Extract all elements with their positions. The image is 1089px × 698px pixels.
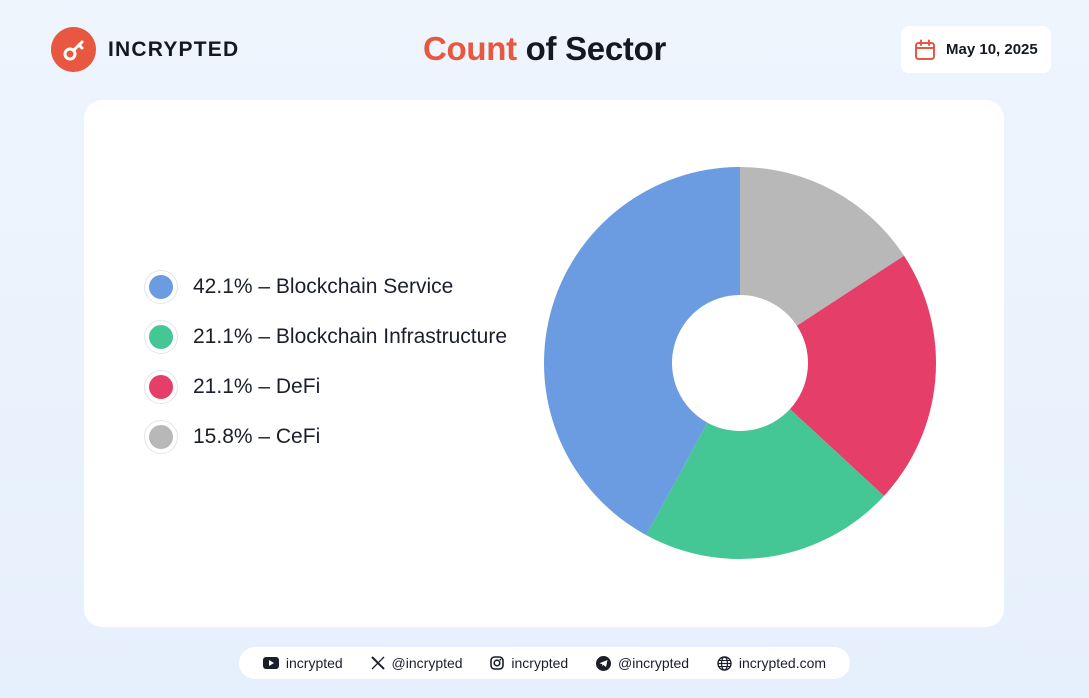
brand[interactable]: INCRYPTED	[51, 27, 239, 72]
title-rest: of Sector	[516, 30, 667, 67]
social-youtube[interactable]: incrypted	[262, 655, 343, 671]
brand-name: INCRYPTED	[108, 37, 240, 61]
social-label: incrypted	[511, 655, 569, 671]
legend-item: 21.1% – DeFi	[144, 370, 507, 404]
donut-slice-blockchain-service	[544, 167, 740, 536]
donut-slice-defi	[789, 255, 936, 496]
legend-item: 21.1% – Blockchain Infrastructure	[144, 320, 507, 354]
legend: 42.1% – Blockchain Service 21.1% – Block…	[144, 270, 507, 470]
legend-swatch	[144, 420, 178, 454]
legend-label: 21.1% – Blockchain Infrastructure	[193, 325, 507, 348]
x-icon	[370, 656, 385, 670]
telegram-icon	[596, 655, 612, 671]
social-label: incrypted	[285, 655, 343, 671]
key-logo-icon	[51, 27, 96, 72]
legend-label: 21.1% – DeFi	[193, 375, 321, 398]
page-title: Count of Sector	[0, 30, 1089, 68]
legend-swatch	[144, 320, 178, 354]
globe-icon	[717, 655, 732, 671]
instagram-icon	[490, 656, 505, 670]
social-website[interactable]: incrypted.com	[717, 655, 826, 671]
social-label: incrypted.com	[738, 655, 827, 671]
social-telegram[interactable]: @incrypted	[596, 655, 689, 671]
date-text: May 10, 2025	[946, 41, 1038, 58]
legend-item: 42.1% – Blockchain Service	[144, 270, 507, 304]
youtube-icon	[262, 657, 279, 669]
date-badge: May 10, 2025	[901, 26, 1051, 73]
social-label: @incrypted	[391, 655, 463, 671]
calendar-icon	[914, 39, 936, 61]
social-footer: incrypted @incrypted incrypted @incrypte…	[239, 647, 850, 679]
legend-label: 42.1% – Blockchain Service	[193, 275, 454, 298]
donut-slice-cefi	[740, 167, 905, 326]
title-accent: Count	[423, 30, 517, 67]
chart-card: 42.1% – Blockchain Service 21.1% – Block…	[84, 100, 1004, 627]
legend-swatch	[144, 270, 178, 304]
social-label: @incrypted	[618, 655, 690, 671]
social-x[interactable]: @incrypted	[370, 655, 463, 671]
legend-item: 15.8% – CeFi	[144, 420, 507, 454]
social-instagram[interactable]: incrypted	[490, 655, 568, 671]
donut-slice-blockchain-infrastructure	[646, 409, 885, 559]
legend-swatch	[144, 370, 178, 404]
legend-label: 15.8% – CeFi	[193, 425, 321, 448]
donut-chart	[544, 167, 936, 559]
